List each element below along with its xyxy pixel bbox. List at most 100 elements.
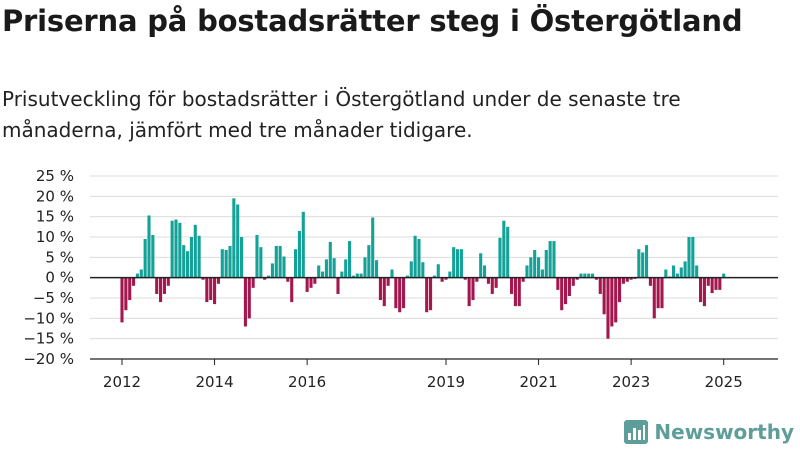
y-tick-label: 15 % <box>36 208 74 226</box>
bar <box>591 273 595 278</box>
bar <box>394 277 398 309</box>
bar <box>232 198 236 278</box>
bar <box>625 277 629 282</box>
bar <box>567 277 571 296</box>
bar <box>193 224 197 278</box>
bar <box>459 249 463 278</box>
bar <box>286 277 290 282</box>
y-axis: 25 % 20 % 15 % 10 % 5 % 0 % −5 % −10 % −15 % −20 … <box>23 167 74 368</box>
bar <box>324 259 328 278</box>
bar <box>521 277 525 282</box>
bar <box>564 277 568 305</box>
bar <box>386 277 390 286</box>
bar <box>321 271 325 278</box>
bar <box>560 277 564 311</box>
bar <box>448 271 452 278</box>
logo-wordmark: Newsworthy <box>654 420 794 444</box>
x-tick-label: 2014 <box>195 373 233 391</box>
bar <box>220 249 224 278</box>
bar <box>645 245 649 278</box>
bar <box>224 250 228 278</box>
bar <box>359 273 363 278</box>
bar <box>552 241 556 278</box>
bar <box>483 265 487 278</box>
bar <box>371 217 375 278</box>
y-tick-label: 5 % <box>45 248 74 266</box>
bar <box>571 277 575 286</box>
bar <box>699 277 703 303</box>
bar <box>621 277 625 284</box>
bar <box>502 220 506 278</box>
bar <box>228 245 232 278</box>
x-tick-label: 2019 <box>427 373 465 391</box>
y-tick-label: 25 % <box>36 167 74 185</box>
bar <box>139 269 143 278</box>
bar <box>475 277 479 282</box>
bar <box>162 277 166 294</box>
bar <box>413 235 417 278</box>
bar <box>463 277 467 280</box>
bar <box>128 277 132 301</box>
bar <box>147 215 151 278</box>
bar <box>332 258 336 278</box>
bar <box>417 239 421 278</box>
bar <box>648 277 652 286</box>
bar <box>367 245 371 278</box>
bar <box>540 269 544 278</box>
bar <box>556 277 560 290</box>
y-tick-label: 0 % <box>45 269 74 287</box>
bar <box>548 241 552 278</box>
bar <box>486 277 490 284</box>
last-value-label: 1 % <box>726 0 755 4</box>
bar <box>297 230 301 278</box>
bar <box>425 277 429 313</box>
bar <box>718 277 722 290</box>
bar <box>456 249 460 278</box>
bar <box>672 265 676 278</box>
bar <box>259 247 263 278</box>
bar <box>641 252 645 278</box>
bar <box>301 211 305 278</box>
bar <box>132 277 136 286</box>
bar <box>714 277 718 290</box>
bar <box>533 250 537 278</box>
x-tick-label: 2021 <box>519 373 557 391</box>
y-tick-label: 20 % <box>36 187 74 205</box>
bar <box>664 269 668 278</box>
bar <box>155 277 159 294</box>
bar <box>290 277 294 303</box>
bar <box>240 237 244 278</box>
bar <box>614 277 618 323</box>
bar <box>151 234 155 278</box>
bar <box>537 257 541 278</box>
bar-series <box>120 198 726 339</box>
bar <box>517 277 521 307</box>
bar <box>159 277 163 303</box>
bar <box>702 277 706 307</box>
bar <box>186 251 190 278</box>
y-tick-label: −5 % <box>33 289 74 307</box>
bar <box>510 277 514 294</box>
bar <box>182 245 186 278</box>
bar <box>398 277 402 313</box>
bar <box>170 220 174 278</box>
bar <box>178 222 182 278</box>
y-tick-label: 10 % <box>36 228 74 246</box>
logo-chart-icon <box>624 420 649 444</box>
bar <box>525 265 529 278</box>
bar <box>201 277 205 280</box>
bar <box>429 277 433 311</box>
bar <box>213 277 217 305</box>
bar <box>174 219 178 278</box>
bar <box>205 277 209 303</box>
bar <box>216 277 220 284</box>
bar <box>544 250 548 278</box>
bar <box>405 275 409 278</box>
bar <box>594 277 598 280</box>
bar <box>340 271 344 278</box>
bar <box>344 259 348 278</box>
bar <box>328 241 332 278</box>
bar <box>675 273 679 278</box>
bar <box>282 256 286 278</box>
